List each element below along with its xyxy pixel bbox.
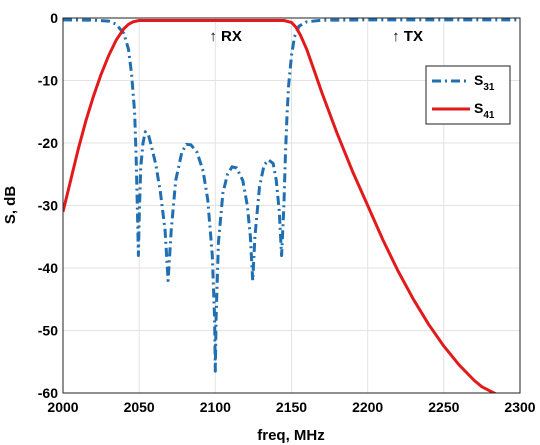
x-tick-label: 2050	[124, 399, 155, 415]
annotation-label: ↑ RX	[209, 28, 242, 45]
x-axis-label: freq, MHz	[257, 427, 325, 444]
x-tick-label: 2000	[47, 399, 78, 415]
x-tick-label: 2300	[504, 399, 535, 415]
series-line-S41	[63, 19, 498, 393]
y-tick-label: -30	[38, 198, 58, 214]
y-tick-label: -40	[38, 260, 58, 276]
series-layer	[63, 18, 520, 393]
y-tick-label: 0	[50, 10, 58, 26]
annotation-label: ↑ TX	[392, 28, 423, 45]
x-tick-label: 2250	[428, 399, 459, 415]
x-tick-label: 2150	[276, 399, 307, 415]
plot-frame	[62, 17, 521, 394]
y-tick-label: -50	[38, 323, 58, 339]
y-tick-label: -10	[38, 73, 58, 89]
legend-box	[425, 65, 511, 125]
y-tick-label: -20	[38, 135, 58, 151]
y-axis-label: S, dB	[2, 186, 19, 225]
x-tick-label: 2100	[200, 399, 231, 415]
tick-labels: 2000 2050 2100 2150 2200 2250 2300 0 -10 -20 -30 -4…	[38, 10, 536, 415]
annotations: ↑ RX ↑ TX	[209, 28, 423, 45]
y-tick-label: -60	[38, 385, 58, 401]
series-line-S31	[63, 18, 520, 373]
x-tick-label: 2200	[352, 399, 383, 415]
